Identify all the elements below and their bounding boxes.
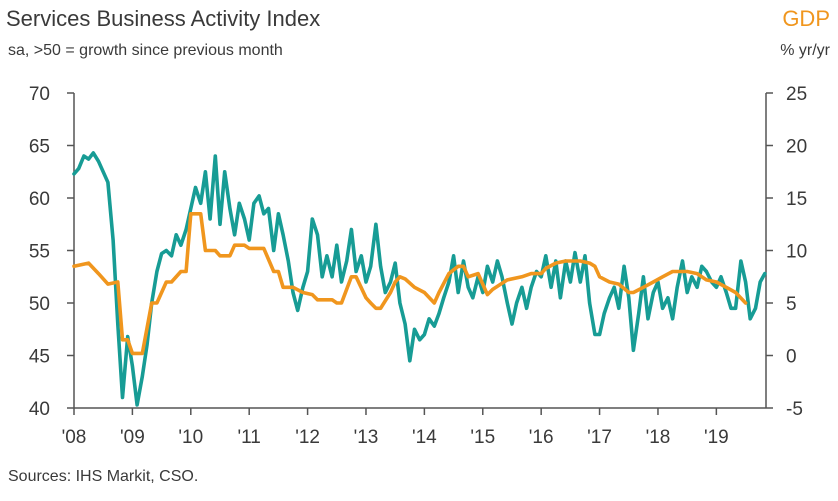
- series-line-right-axis: [72, 212, 748, 356]
- x-tick-label: '15: [470, 427, 495, 448]
- source-note: Sources: IHS Markit, CSO.: [8, 468, 199, 485]
- series-layer: [72, 151, 767, 407]
- chart-title: Services Business Activity Index: [6, 6, 321, 31]
- left-tick-label: 65: [29, 137, 50, 158]
- x-tick-label: '10: [178, 427, 203, 448]
- x-tick-label: '18: [646, 427, 671, 448]
- x-tick-label: '17: [587, 427, 612, 448]
- right-tick-label: 15: [786, 189, 807, 210]
- left-tick-label: 70: [29, 84, 50, 105]
- right-axis-title: GDP: [782, 6, 830, 31]
- right-tick-label: 5: [786, 294, 797, 315]
- x-tick-label: '19: [704, 427, 729, 448]
- right-tick-label: -5: [786, 399, 803, 420]
- x-tick-label: '16: [529, 427, 554, 448]
- right-tick-label: 10: [786, 242, 807, 263]
- left-tick-label: 55: [29, 242, 50, 263]
- right-tick-label: 25: [786, 84, 807, 105]
- chart-subtitle: sa, >50 = growth since previous month: [8, 42, 283, 59]
- axes: 40 45 50 55 60 65 70 -5 0 5 10 15 20 25 '08 '09 '10 '11 '1…: [29, 84, 807, 448]
- x-tick-label: '09: [120, 427, 145, 448]
- x-tick-label: '13: [354, 427, 379, 448]
- right-tick-label: 0: [786, 347, 797, 368]
- right-tick-label: 20: [786, 137, 807, 158]
- left-tick-label: 45: [29, 347, 50, 368]
- x-tick-label: '12: [295, 427, 320, 448]
- left-tick-label: 50: [29, 294, 50, 315]
- left-tick-label: 60: [29, 189, 50, 210]
- right-axis-unit: % yr/yr: [780, 42, 830, 59]
- left-tick-label: 40: [29, 399, 50, 420]
- x-tick-label: '08: [62, 427, 87, 448]
- x-tick-label: '11: [238, 427, 261, 448]
- x-tick-label: '14: [412, 427, 437, 448]
